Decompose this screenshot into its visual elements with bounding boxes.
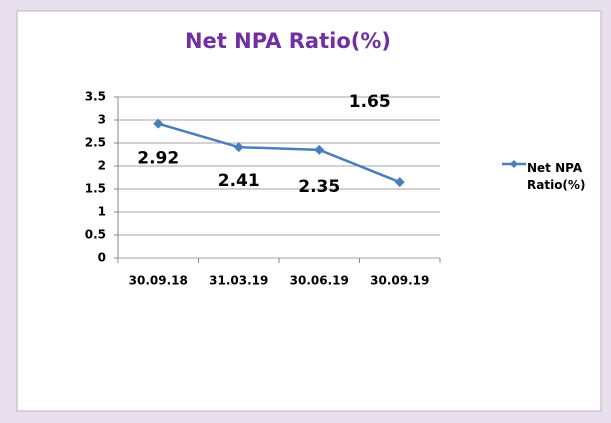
y-tick-label: 1: [98, 205, 106, 219]
data-label: 2.35: [298, 177, 340, 197]
chart-area: [16, 10, 602, 412]
marker: [394, 177, 405, 188]
legend-label: Net NPA Ratio(%): [527, 161, 586, 192]
marker: [153, 118, 164, 129]
y-tick-label: 1.5: [85, 182, 106, 196]
y-tick-label: 0.5: [85, 228, 106, 242]
data-label: 1.65: [349, 92, 391, 112]
y-tick-label: 2.5: [85, 136, 106, 150]
x-tick-label: 30.06.19: [290, 274, 349, 288]
x-tick-label: 31.03.19: [209, 274, 268, 288]
marker: [314, 144, 325, 155]
y-tick-label: 3: [98, 113, 106, 127]
y-tick-label: 2: [98, 159, 106, 173]
marker: [233, 142, 244, 153]
y-tick-label: 0: [98, 251, 106, 265]
chart-title: Net NPA Ratio(%): [185, 29, 391, 53]
data-label: 2.92: [137, 149, 179, 169]
legend-marker: [510, 160, 518, 168]
x-tick-label: 30.09.19: [370, 274, 429, 288]
line: [157, 122, 401, 184]
y-tick-label: 3.5: [85, 90, 106, 104]
x-tick-label: 30.09.18: [129, 274, 188, 288]
data-label: 2.41: [218, 171, 260, 191]
